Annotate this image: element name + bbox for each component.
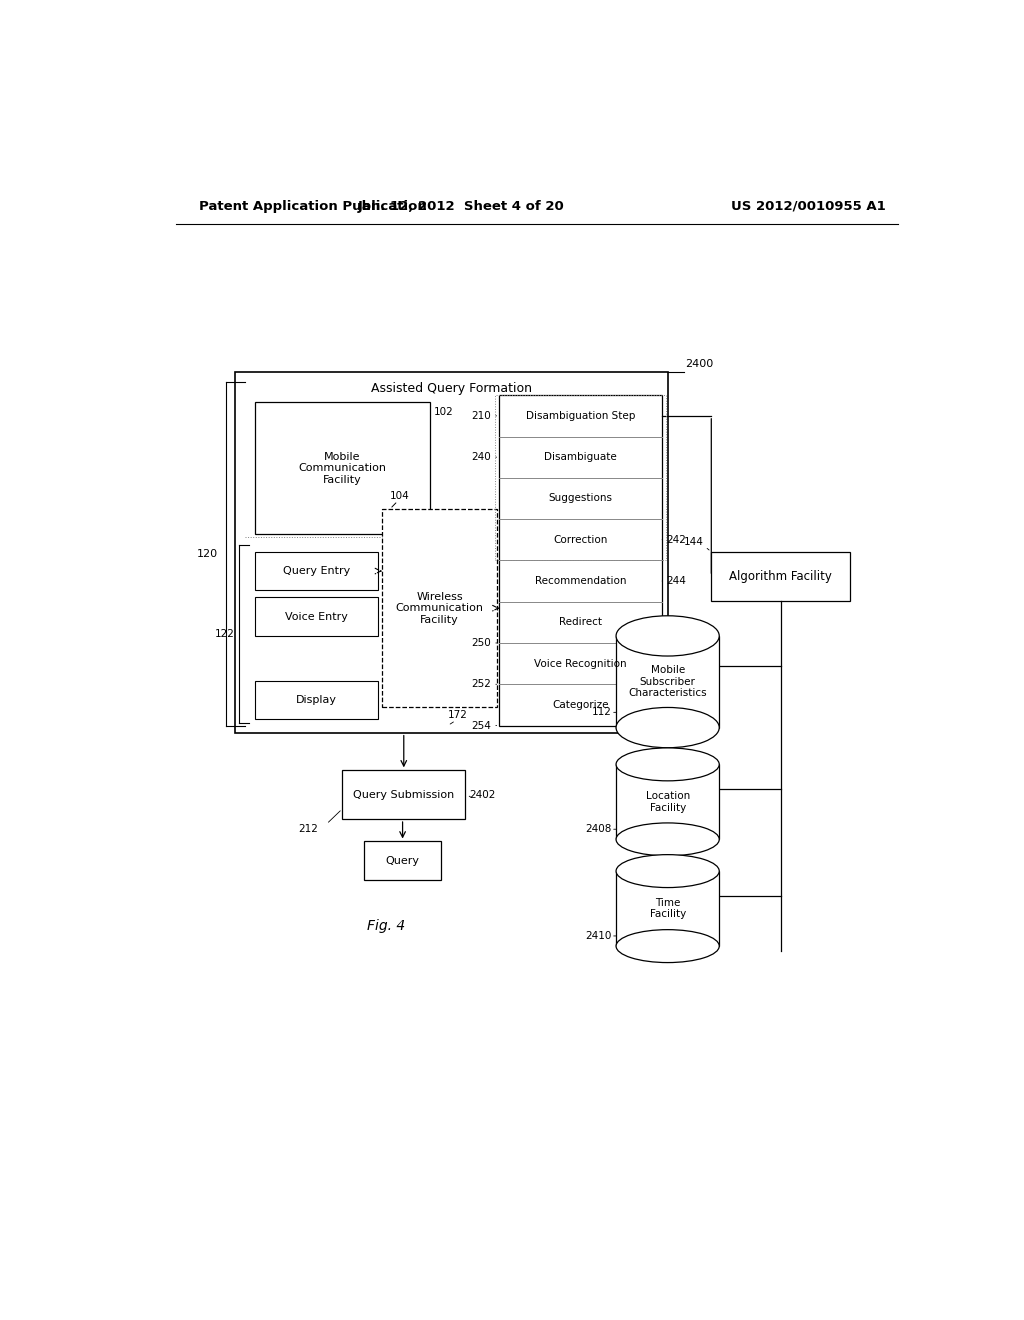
Text: 2402: 2402: [469, 789, 496, 800]
Text: Patent Application Publication: Patent Application Publication: [200, 199, 427, 213]
Text: Jan. 12, 2012  Sheet 4 of 20: Jan. 12, 2012 Sheet 4 of 20: [358, 199, 564, 213]
Text: Voice Recognition: Voice Recognition: [535, 659, 627, 669]
Bar: [236, 372, 668, 733]
Text: Voice Entry: Voice Entry: [285, 611, 348, 622]
Text: Mobile
Communication
Facility: Mobile Communication Facility: [298, 451, 386, 484]
Text: US 2012/0010955 A1: US 2012/0010955 A1: [731, 199, 886, 213]
Bar: [364, 841, 441, 880]
Ellipse shape: [616, 708, 719, 747]
Text: 244: 244: [666, 576, 686, 586]
Text: Algorithm Facility: Algorithm Facility: [729, 570, 833, 582]
Text: Disambiguation Step: Disambiguation Step: [526, 411, 636, 421]
Text: Mobile
Subscriber
Characteristics: Mobile Subscriber Characteristics: [629, 665, 707, 698]
Bar: [616, 764, 719, 840]
Ellipse shape: [616, 748, 719, 781]
Text: 212: 212: [299, 824, 318, 834]
Bar: [246, 381, 456, 726]
Text: 122: 122: [215, 628, 236, 639]
Bar: [496, 395, 666, 561]
Text: 104: 104: [390, 491, 410, 500]
Bar: [616, 871, 719, 946]
Bar: [255, 681, 378, 719]
Bar: [382, 510, 497, 708]
Bar: [249, 545, 439, 722]
Ellipse shape: [616, 615, 719, 656]
Bar: [255, 598, 378, 636]
Text: Query Submission: Query Submission: [353, 789, 455, 800]
Text: 240: 240: [472, 453, 492, 462]
Text: Recommendation: Recommendation: [535, 576, 627, 586]
Text: 2410: 2410: [586, 931, 612, 941]
Text: Categorize: Categorize: [553, 700, 609, 710]
Text: Fig. 4: Fig. 4: [367, 919, 406, 933]
Text: 172: 172: [447, 710, 468, 721]
Text: 112: 112: [592, 708, 612, 718]
Text: 242: 242: [666, 535, 686, 545]
Text: 210: 210: [472, 411, 492, 421]
Ellipse shape: [616, 854, 719, 887]
Text: Display: Display: [296, 696, 337, 705]
Bar: [255, 403, 430, 535]
Text: Redirect: Redirect: [559, 618, 602, 627]
Text: Wireless
Communication
Facility: Wireless Communication Facility: [395, 591, 483, 624]
Text: 144: 144: [683, 537, 703, 546]
Text: 2400: 2400: [685, 359, 714, 368]
Text: Suggestions: Suggestions: [549, 494, 612, 503]
Text: Query: Query: [386, 855, 420, 866]
Text: 248: 248: [666, 618, 686, 627]
Text: 252: 252: [472, 680, 492, 689]
Text: Time
Facility: Time Facility: [649, 898, 686, 920]
Bar: [342, 771, 465, 818]
Text: Correction: Correction: [554, 535, 608, 545]
Text: 2408: 2408: [586, 824, 612, 834]
Bar: [500, 395, 663, 726]
Ellipse shape: [616, 822, 719, 855]
Text: 102: 102: [433, 408, 454, 417]
Ellipse shape: [616, 929, 719, 962]
Bar: [616, 636, 719, 727]
Text: 120: 120: [197, 549, 218, 558]
Text: 250: 250: [472, 638, 492, 648]
Text: 254: 254: [472, 721, 492, 730]
Text: Query Entry: Query Entry: [283, 566, 350, 576]
Bar: [712, 552, 850, 601]
Text: Disambiguate: Disambiguate: [545, 453, 617, 462]
Text: Assisted Query Formation: Assisted Query Formation: [371, 381, 531, 395]
Text: Location
Facility: Location Facility: [645, 791, 690, 813]
Bar: [255, 552, 378, 590]
